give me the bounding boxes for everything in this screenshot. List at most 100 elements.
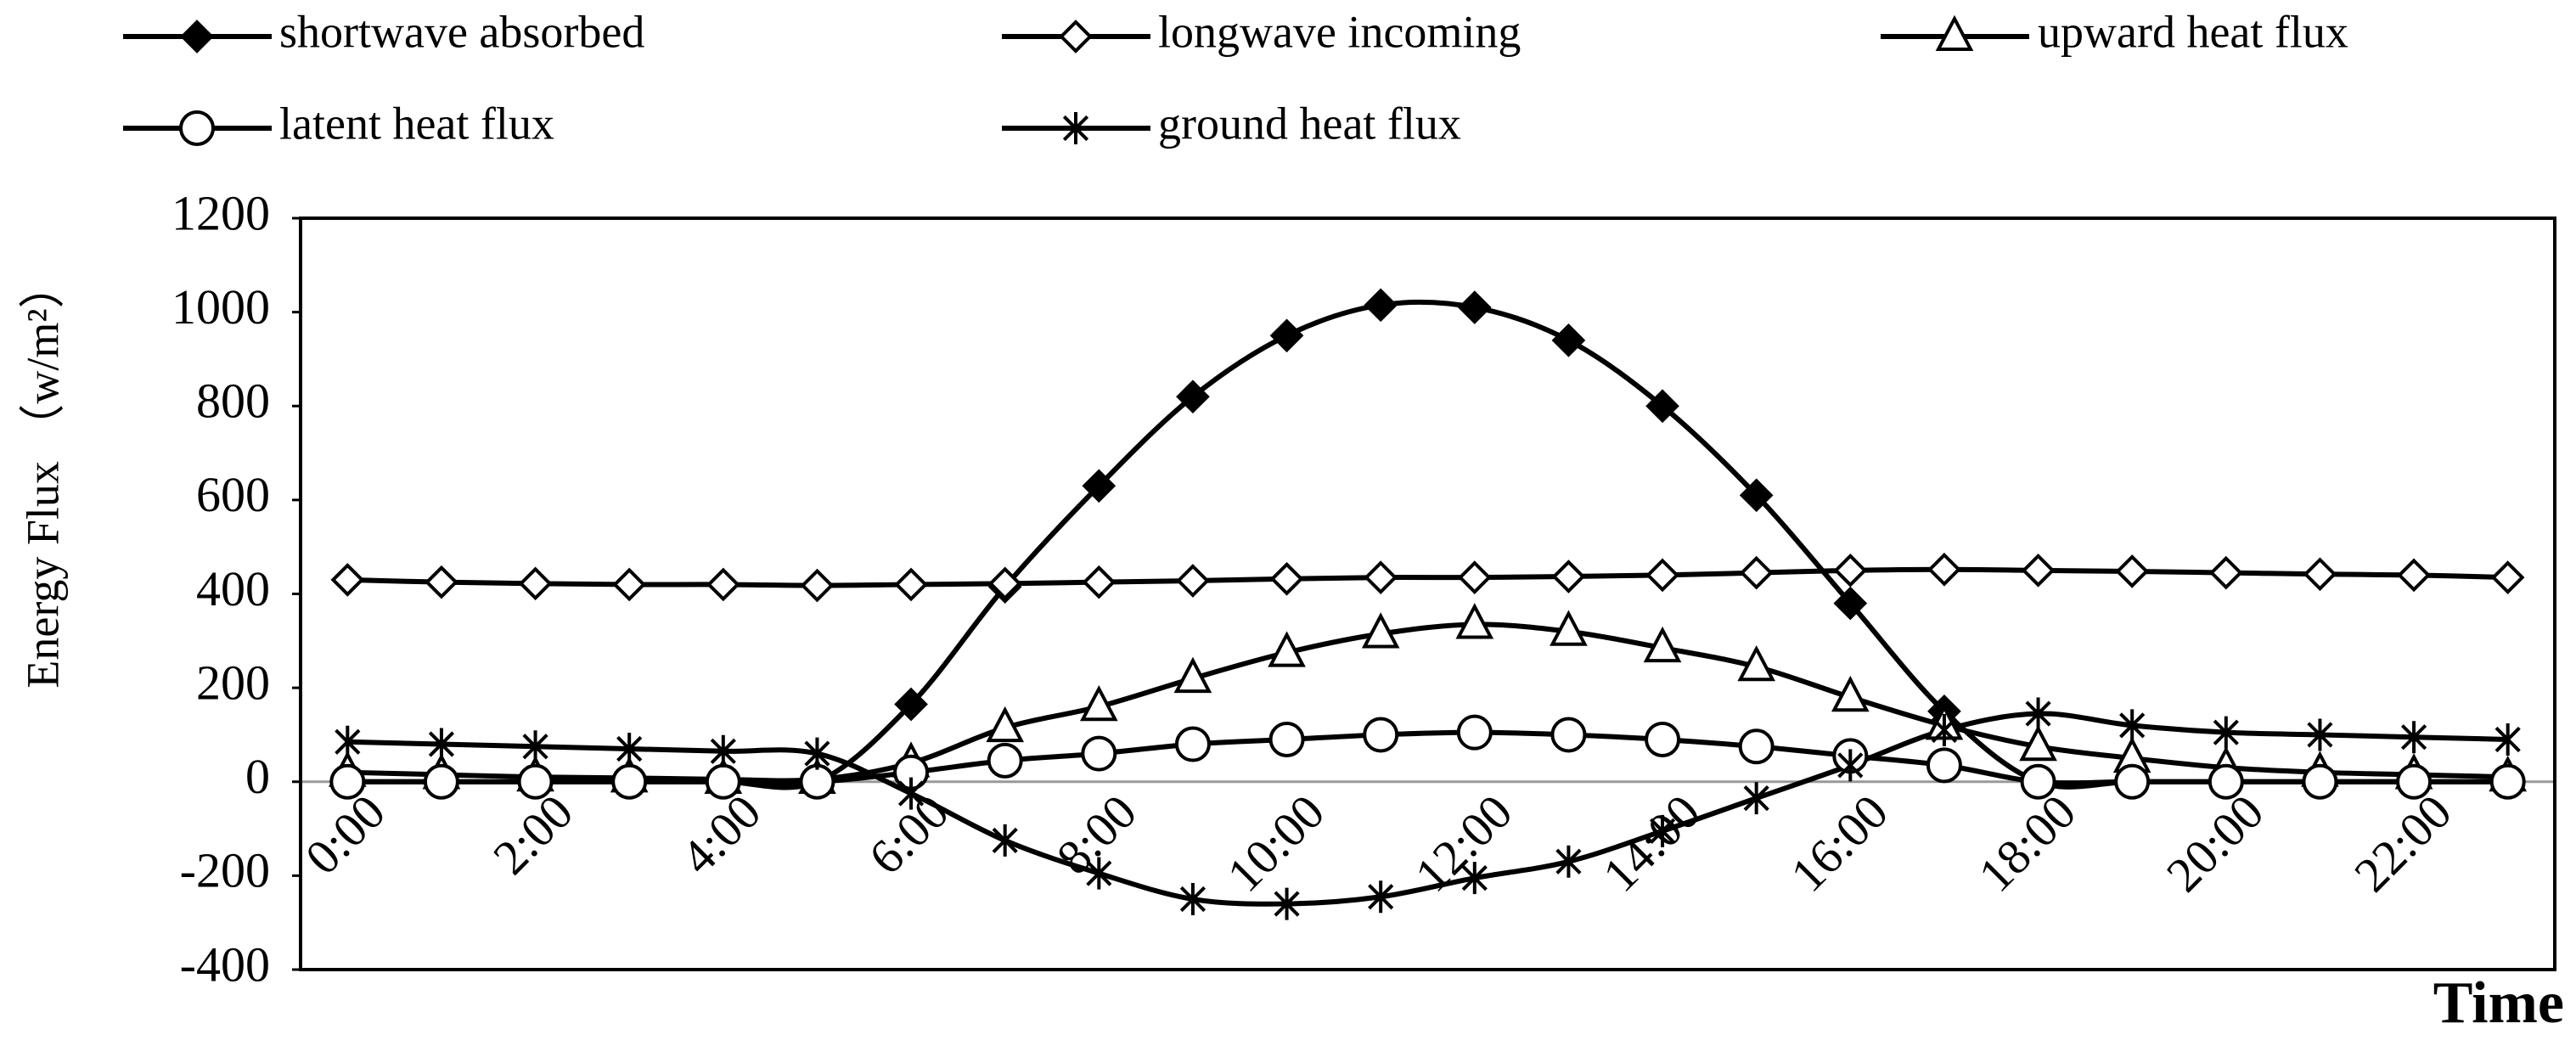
y-tick-label: -400 — [180, 936, 270, 992]
y-tick-label: 1000 — [172, 279, 270, 335]
legend-label: longwave incoming — [1158, 6, 1521, 57]
marker — [2025, 697, 2051, 730]
marker — [423, 763, 459, 800]
marker — [1738, 728, 1775, 765]
marker — [1081, 735, 1117, 772]
marker — [1268, 631, 1306, 667]
marker — [894, 687, 928, 722]
marker — [2303, 557, 2337, 592]
y-tick-label: 800 — [196, 374, 270, 429]
marker — [1455, 603, 1494, 639]
marker — [2208, 555, 2243, 590]
marker — [1737, 644, 1776, 682]
marker — [329, 763, 366, 800]
marker — [2021, 554, 2056, 588]
marker — [1831, 675, 1870, 712]
legend-label: shortwave absorbed — [279, 6, 644, 57]
y-tick-label: -200 — [180, 843, 270, 898]
marker — [1079, 684, 1118, 722]
marker — [1739, 478, 1774, 513]
marker — [2400, 721, 2427, 754]
marker — [710, 734, 736, 768]
marker — [1643, 626, 1682, 663]
marker — [1082, 565, 1116, 599]
marker — [2494, 723, 2521, 756]
marker — [522, 730, 548, 763]
marker — [1269, 318, 1304, 353]
marker — [2397, 558, 2431, 593]
y-tick-label: 400 — [196, 561, 270, 616]
marker — [897, 777, 925, 810]
marker — [1833, 586, 1868, 621]
y-tick-label: 200 — [196, 655, 270, 710]
marker — [2208, 763, 2244, 800]
legend-entry: latent heat flux — [123, 98, 554, 149]
marker — [518, 566, 553, 601]
marker — [1461, 862, 1488, 895]
marker — [1457, 290, 1492, 324]
legend-label: latent heat flux — [279, 98, 554, 149]
marker — [1649, 814, 1676, 847]
marker — [1179, 883, 1206, 916]
marker — [1926, 747, 1962, 784]
marker — [1368, 880, 1394, 914]
marker — [1837, 749, 1864, 782]
marker — [1456, 714, 1493, 751]
legend-entry: shortwave absorbed — [123, 6, 644, 57]
series-markers — [330, 552, 2525, 603]
marker — [1550, 717, 1587, 753]
legend-entry: longwave incoming — [1002, 6, 1521, 57]
marker — [2115, 554, 2150, 588]
marker — [611, 763, 648, 800]
legend-marker — [180, 20, 214, 53]
marker — [1363, 717, 1399, 753]
marker — [2307, 718, 2333, 751]
marker — [1927, 552, 1961, 587]
marker — [2302, 763, 2338, 800]
marker — [2213, 716, 2239, 749]
series-markers — [329, 714, 2526, 800]
y-tick-label: 1200 — [172, 185, 270, 240]
marker — [1551, 323, 1586, 357]
marker — [1457, 560, 1492, 594]
marker — [2489, 763, 2526, 800]
marker — [2119, 709, 2146, 742]
marker — [1739, 555, 1774, 590]
marker — [804, 737, 830, 770]
marker — [2020, 763, 2056, 800]
marker — [1645, 558, 1679, 593]
marker — [1274, 887, 1300, 920]
marker — [1361, 612, 1400, 649]
marker — [1555, 845, 1582, 878]
marker — [799, 763, 835, 800]
marker — [986, 706, 1025, 743]
marker — [1176, 564, 1210, 598]
marker — [330, 563, 365, 597]
legend-marker — [1059, 20, 1093, 53]
marker — [1269, 561, 1304, 596]
series-line — [347, 711, 2508, 907]
plot-frame — [299, 217, 2556, 971]
marker — [1645, 721, 1681, 757]
legend-entry: upward heat flux — [1881, 6, 2348, 57]
series-markers — [335, 697, 2521, 920]
marker — [517, 763, 554, 800]
y-tick-label: 0 — [245, 749, 270, 804]
marker — [612, 567, 647, 602]
marker — [428, 728, 455, 761]
marker — [992, 824, 1018, 857]
marker — [1364, 560, 1398, 594]
marker — [987, 566, 1022, 601]
legend-marker — [1935, 14, 1974, 51]
legend-marker — [1062, 112, 1089, 144]
legend-entry: ground heat flux — [1002, 98, 1461, 149]
marker — [1174, 726, 1211, 762]
marker — [987, 742, 1023, 779]
legend-marker — [179, 110, 215, 146]
marker — [1645, 389, 1679, 424]
legend-label: upward heat flux — [2038, 6, 2348, 57]
marker — [2396, 763, 2433, 800]
marker — [1173, 656, 1212, 694]
